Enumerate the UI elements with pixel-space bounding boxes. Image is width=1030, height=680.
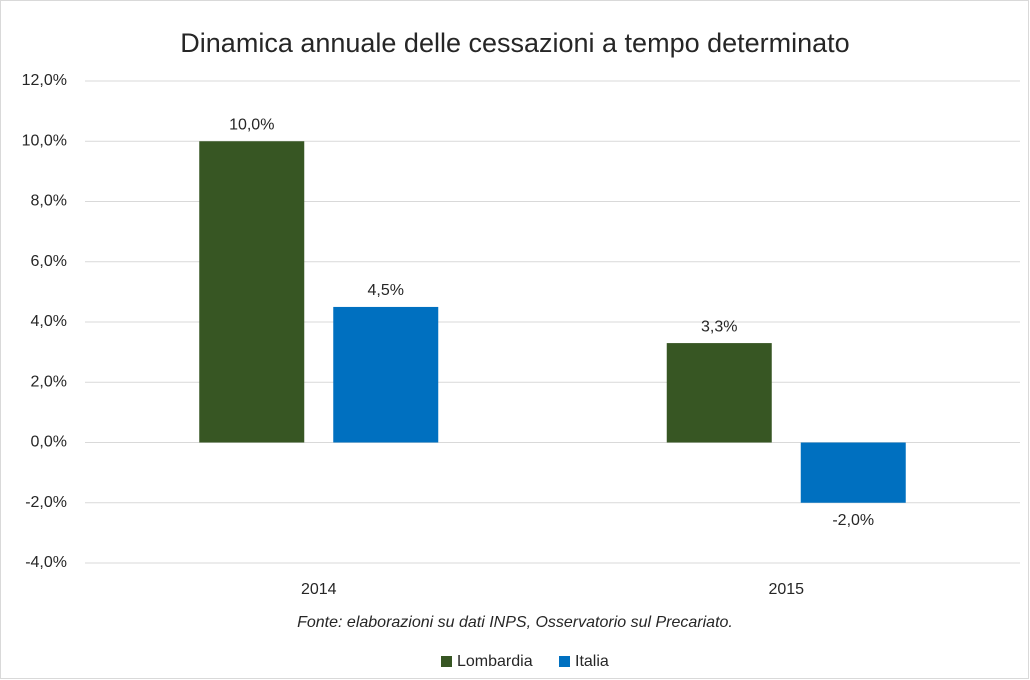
x-tick-label: 2014 [301, 581, 337, 598]
y-tick-label: 4,0% [31, 313, 67, 330]
chart-title: Dinamica annuale delle cessazioni a temp… [180, 28, 849, 58]
y-tick-label: 0,0% [31, 434, 67, 451]
y-tick-label: 12,0% [22, 72, 67, 89]
y-tick-label: 6,0% [31, 253, 67, 270]
legend-label: Lombardia [457, 653, 533, 670]
y-tick-label: -4,0% [25, 554, 67, 571]
data-label: 4,5% [368, 282, 404, 299]
y-tick-label: 10,0% [22, 132, 67, 149]
source-note: Fonte: elaborazioni su dati INPS, Osserv… [297, 614, 733, 631]
bar [199, 141, 305, 443]
legend-swatch [441, 656, 452, 667]
x-tick-label: 2015 [768, 581, 804, 598]
data-label: 3,3% [701, 318, 737, 335]
y-tick-label: 8,0% [31, 193, 67, 210]
legend-swatch [559, 656, 570, 667]
bar [800, 442, 906, 503]
bar [333, 306, 439, 443]
bar [666, 343, 772, 443]
data-label: -2,0% [832, 512, 874, 529]
y-tick-label: -2,0% [25, 494, 67, 511]
y-tick-label: 2,0% [31, 373, 67, 390]
data-label: 10,0% [229, 116, 274, 133]
legend-label: Italia [575, 653, 609, 670]
